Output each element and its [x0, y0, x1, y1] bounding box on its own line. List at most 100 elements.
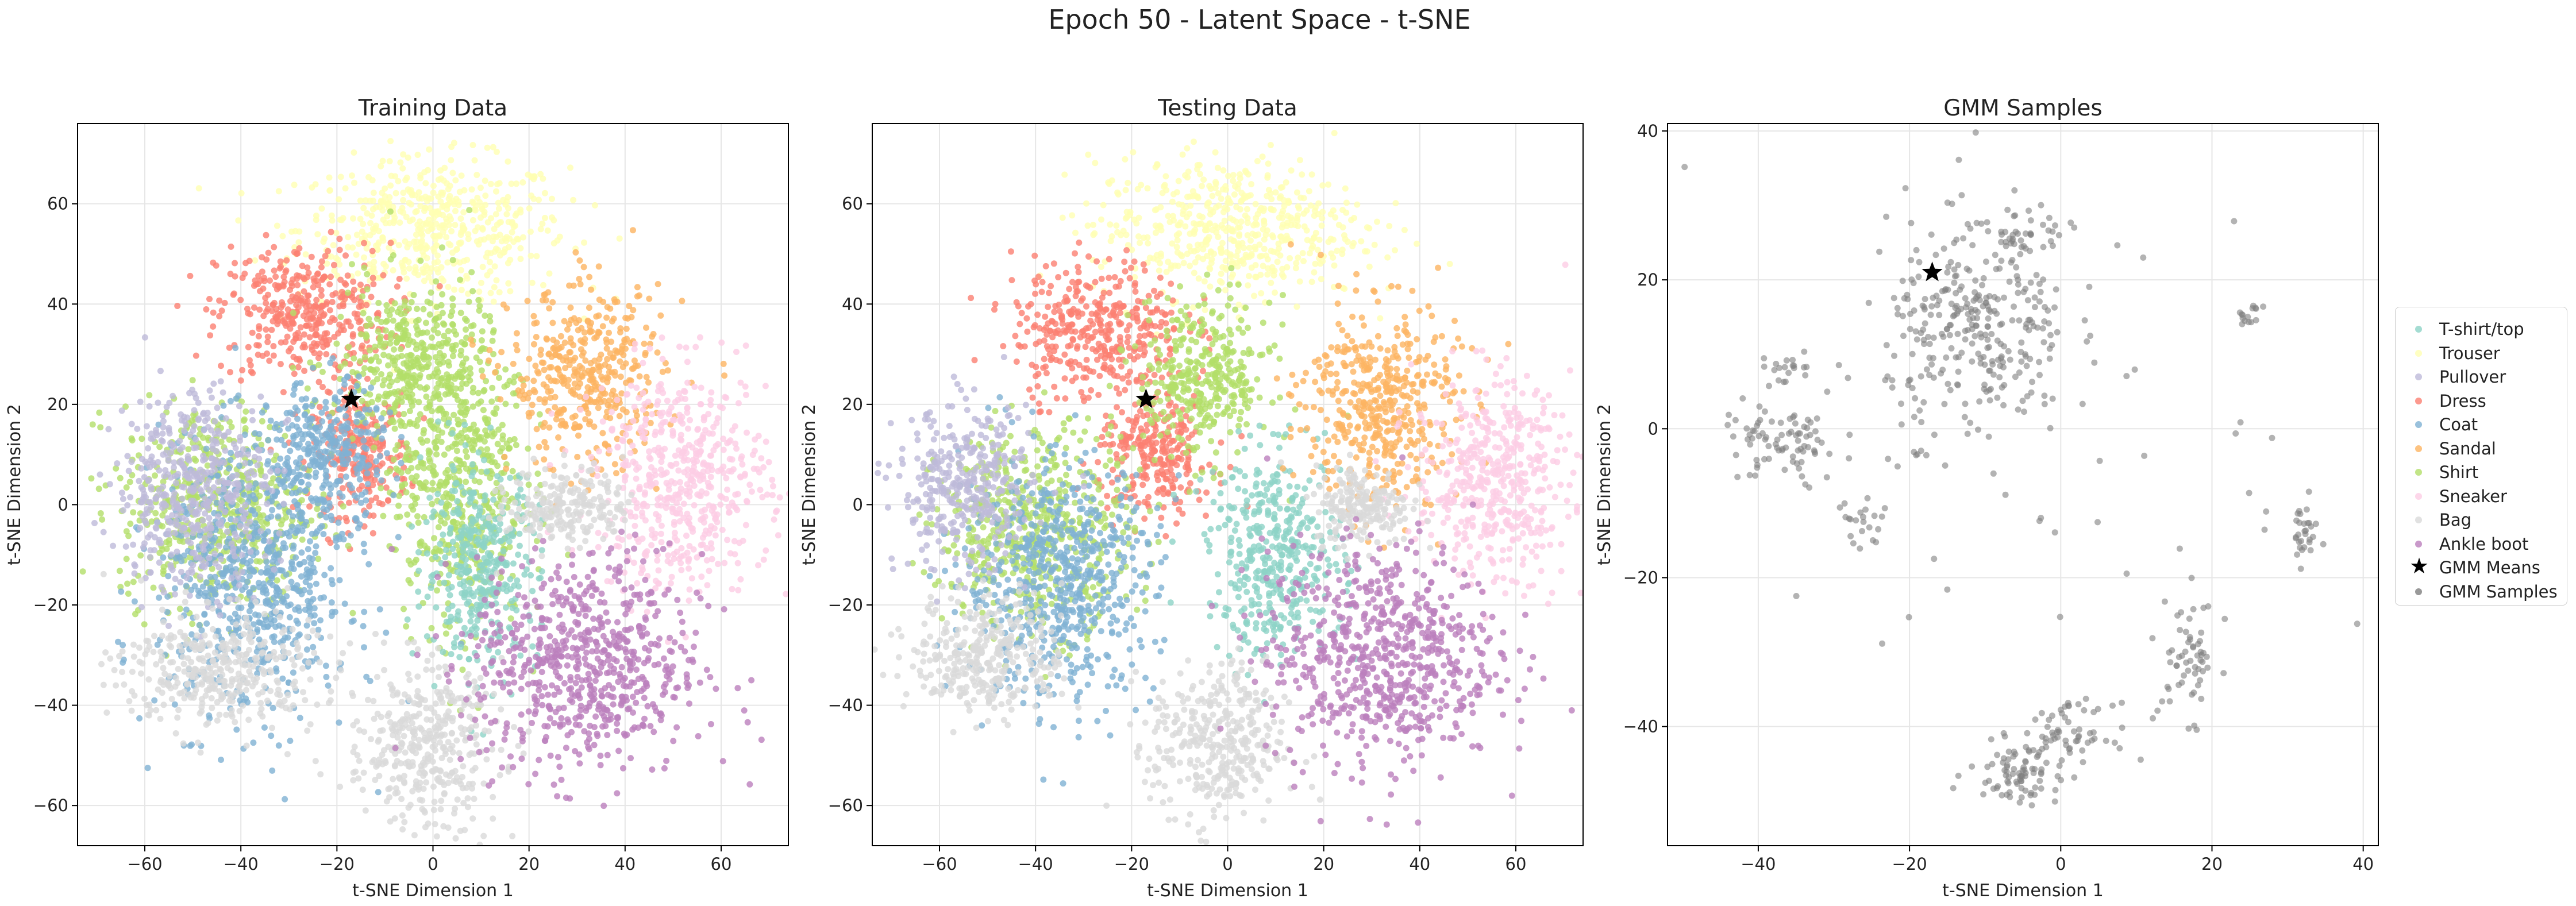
point-shirt: [363, 333, 370, 340]
point-sandal: [617, 358, 623, 365]
point-t-shirt-top: [472, 631, 479, 638]
point-pullover: [245, 533, 252, 540]
point-coat: [356, 476, 363, 483]
point-pullover: [249, 417, 256, 423]
point-sandal: [491, 369, 498, 376]
point-coat: [240, 557, 247, 564]
point-t-shirt-top: [538, 547, 545, 554]
point-trouser: [477, 184, 484, 191]
point-dress: [295, 329, 302, 336]
point-pullover: [184, 456, 191, 462]
point-sandal: [513, 341, 519, 348]
point-pullover: [165, 427, 172, 434]
point-shirt: [441, 321, 448, 328]
point-shirt: [402, 327, 409, 334]
point-coat: [252, 480, 259, 487]
point-dress: [266, 357, 273, 364]
point-dress: [301, 288, 307, 295]
point-t-shirt-top: [430, 508, 437, 515]
point-shirt: [381, 377, 388, 384]
point-sandal: [601, 398, 608, 404]
point-coat: [333, 543, 340, 550]
point-pullover: [220, 389, 226, 396]
point-pullover: [143, 520, 149, 527]
point-dress: [332, 290, 339, 297]
point-coat: [347, 532, 354, 539]
point-dress: [337, 276, 344, 283]
point-t-shirt-top: [483, 468, 490, 475]
point-sandal: [533, 334, 540, 341]
point-dress: [313, 296, 320, 303]
point-shirt: [494, 462, 501, 469]
point-trouser: [406, 265, 413, 272]
point-sandal: [577, 380, 584, 387]
point-shirt: [351, 355, 357, 362]
point-trouser: [440, 229, 446, 236]
point-dress: [174, 303, 181, 309]
point-shirt: [390, 317, 396, 324]
point-dress: [302, 344, 309, 350]
point-shirt: [480, 407, 487, 414]
point-shirt: [130, 509, 137, 516]
point-shirt: [146, 392, 153, 399]
point-pullover: [236, 582, 242, 589]
point-pullover: [217, 378, 224, 385]
point-pullover: [217, 603, 224, 610]
point-coat: [322, 448, 329, 455]
point-dress: [232, 260, 238, 267]
point-dress: [246, 357, 253, 364]
point-dress: [315, 379, 322, 385]
point-sandal: [645, 379, 652, 386]
point-shirt: [394, 442, 401, 449]
point-shirt: [128, 435, 135, 442]
point-shirt: [123, 484, 130, 491]
point-coat: [241, 491, 248, 498]
point-shirt: [55, 577, 61, 583]
point-pullover: [240, 446, 247, 453]
point-trouser: [353, 251, 360, 258]
point-shirt: [443, 490, 450, 497]
point-shirt: [375, 358, 382, 365]
point-dress: [370, 512, 377, 519]
point-dress: [319, 338, 326, 345]
point-coat: [247, 460, 253, 467]
point-coat: [357, 499, 364, 506]
point-pullover: [218, 499, 225, 506]
point-pullover: [106, 481, 113, 488]
point-dress: [384, 497, 391, 504]
point-coat: [340, 536, 347, 543]
point-trouser: [392, 190, 399, 196]
point-t-shirt-top: [503, 604, 509, 611]
point-coat: [290, 513, 297, 520]
point-pullover: [179, 514, 186, 521]
point-shirt: [534, 471, 541, 477]
point-t-shirt-top: [415, 549, 422, 556]
point-sneaker: [728, 468, 735, 475]
point-dress: [203, 306, 210, 313]
point-shirt: [378, 485, 384, 492]
point-sandal: [540, 360, 547, 366]
point-shirt: [373, 353, 380, 360]
point-shirt: [445, 327, 452, 334]
point-pullover: [160, 418, 167, 425]
point-coat: [319, 437, 326, 444]
point-sandal: [654, 349, 661, 356]
point-t-shirt-top: [453, 479, 460, 486]
point-shirt: [99, 516, 106, 523]
point-pullover: [207, 487, 213, 494]
point-dress: [324, 388, 331, 395]
point-shirt: [453, 392, 460, 399]
point-coat: [268, 732, 275, 739]
point-trouser: [367, 232, 373, 238]
point-coat: [363, 673, 370, 680]
point-dress: [436, 283, 443, 290]
point-coat: [276, 503, 283, 510]
point-coat: [337, 388, 344, 395]
point-pullover: [228, 540, 235, 547]
point-trouser: [337, 174, 344, 180]
point-dress: [270, 352, 277, 359]
point-coat: [264, 461, 271, 468]
point-shirt: [464, 406, 471, 412]
point-shirt: [445, 362, 452, 369]
point-t-shirt-top: [473, 607, 480, 614]
